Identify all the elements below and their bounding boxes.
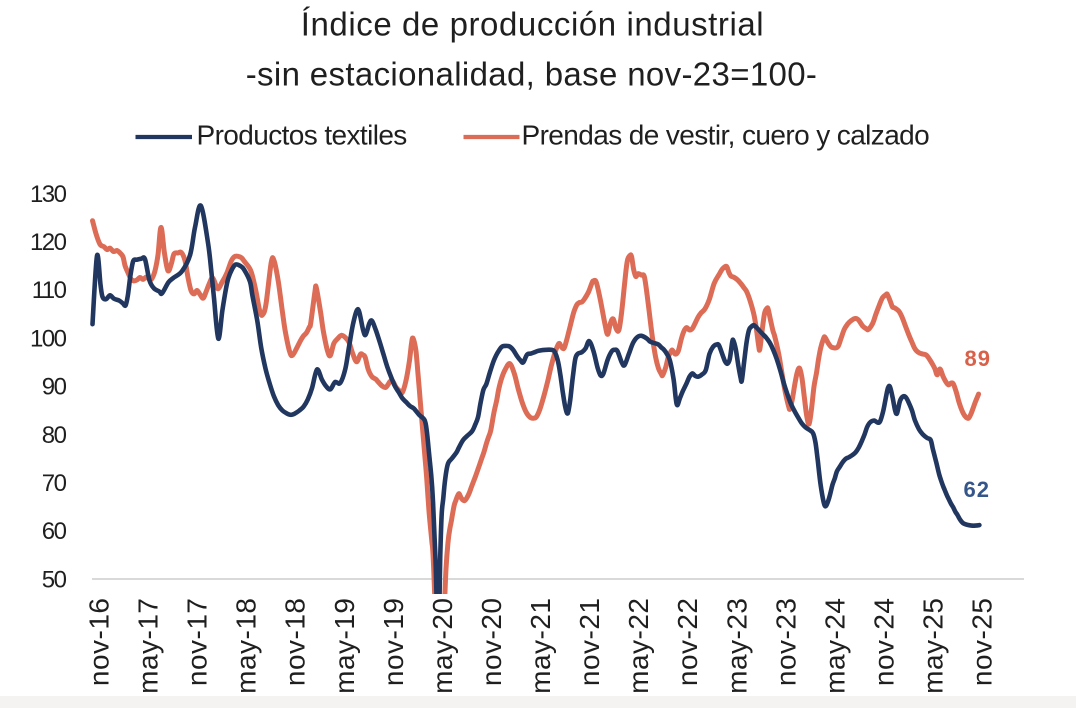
svg-text:62: 62 — [964, 477, 990, 502]
svg-text:nov-19: nov-19 — [378, 598, 409, 687]
svg-text:Prendas de vestir, cuero y cal: Prendas de vestir, cuero y calzado — [522, 120, 930, 151]
svg-text:may-22: may-22 — [623, 598, 654, 694]
svg-text:may-17: may-17 — [133, 598, 164, 694]
svg-text:89: 89 — [965, 346, 991, 371]
svg-text:nov-17: nov-17 — [182, 598, 213, 687]
svg-text:may-20: may-20 — [427, 598, 458, 694]
svg-text:nov-22: nov-22 — [672, 598, 703, 687]
svg-text:nov-23: nov-23 — [770, 598, 801, 687]
svg-text:90: 90 — [42, 374, 67, 401]
svg-text:100: 100 — [30, 325, 67, 352]
svg-text:110: 110 — [32, 277, 67, 304]
svg-text:may-18: may-18 — [231, 598, 262, 694]
svg-text:Índice de producción industria: Índice de producción industrial — [301, 6, 764, 43]
svg-text:nov-25: nov-25 — [967, 598, 998, 687]
svg-text:130: 130 — [30, 181, 67, 208]
svg-text:may-24: may-24 — [819, 598, 850, 694]
svg-text:nov-24: nov-24 — [869, 598, 900, 687]
svg-text:may-25: may-25 — [918, 598, 949, 694]
svg-text:50: 50 — [42, 566, 67, 593]
svg-text:80: 80 — [42, 422, 67, 449]
svg-text:120: 120 — [30, 229, 67, 256]
svg-text:-sin estacionalidad, base nov-: -sin estacionalidad, base nov-23=100- — [246, 56, 818, 93]
svg-text:nov-16: nov-16 — [84, 598, 115, 687]
svg-text:nov-21: nov-21 — [574, 598, 605, 687]
svg-text:70: 70 — [42, 470, 67, 497]
svg-text:nov-18: nov-18 — [280, 598, 311, 687]
svg-text:may-21: may-21 — [525, 598, 556, 694]
svg-text:may-19: may-19 — [329, 598, 360, 694]
svg-text:nov-20: nov-20 — [476, 598, 507, 687]
svg-text:60: 60 — [42, 518, 67, 545]
svg-text:Productos textiles: Productos textiles — [197, 120, 407, 151]
svg-text:may-23: may-23 — [721, 598, 752, 694]
